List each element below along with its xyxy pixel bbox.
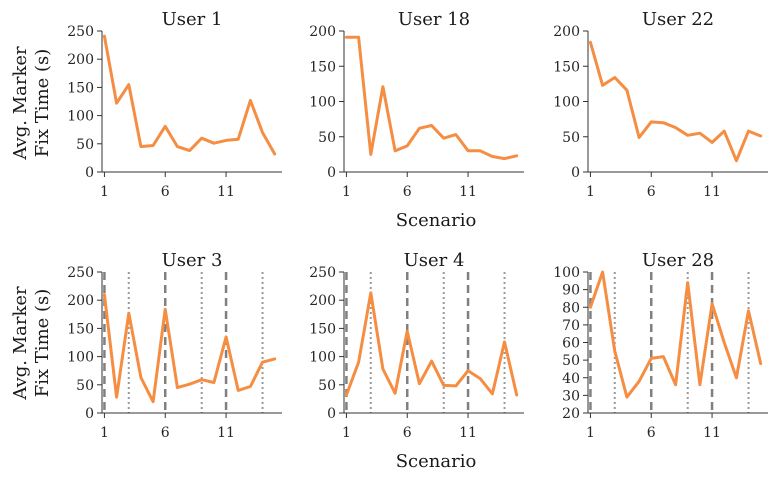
- subplot-title: User 28: [642, 250, 714, 271]
- y-tick-label: 0: [85, 165, 94, 181]
- subplot-title: User 18: [398, 9, 470, 30]
- subplot-3: 0 50 100 150 200 1 6 11 User 22: [553, 9, 768, 200]
- y-tick-label: 150: [309, 321, 336, 337]
- y-tick-label: 250: [67, 265, 94, 281]
- x-tick-label: 11: [703, 184, 721, 200]
- y-tick-label: 150: [309, 59, 336, 75]
- y-tick-label: 0: [571, 165, 580, 181]
- x-tick-label: 11: [217, 184, 235, 200]
- x-tick-label: 6: [161, 184, 170, 200]
- y-tick-label: 50: [76, 378, 94, 394]
- x-tick-label: 11: [217, 425, 235, 441]
- y-tick-label: 150: [553, 59, 580, 75]
- y-tick-label: 70: [562, 318, 580, 334]
- y-tick-label: 50: [562, 130, 580, 146]
- x-tick-label: 1: [586, 425, 595, 441]
- subplot-title: User 4: [404, 250, 465, 271]
- y-tick-label: 0: [85, 406, 94, 422]
- series-line: [102, 34, 277, 156]
- y-tick-label: 200: [309, 293, 336, 309]
- y-tick-label: 150: [67, 321, 94, 337]
- series-line: [588, 40, 763, 163]
- xlabel-top-row: Scenario: [396, 210, 477, 231]
- x-tick-label: 1: [586, 184, 595, 200]
- ylabel-top-line2: Fix Time (s): [32, 49, 53, 158]
- y-tick-label: 50: [318, 378, 336, 394]
- y-tick-label: 0: [327, 165, 336, 181]
- y-tick-label: 40: [562, 371, 580, 387]
- x-tick-label: 11: [459, 425, 477, 441]
- x-tick-label: 6: [647, 425, 656, 441]
- x-tick-label: 11: [459, 184, 477, 200]
- y-tick-label: 90: [562, 283, 580, 299]
- ylabel-top-line1: Avg. Marker: [10, 46, 31, 161]
- y-tick-label: 50: [76, 137, 94, 153]
- y-tick-label: 200: [67, 293, 94, 309]
- y-tick-label: 150: [67, 80, 94, 96]
- series-line: [344, 35, 519, 161]
- series-line: [344, 291, 519, 397]
- y-tick-label: 200: [67, 52, 94, 68]
- subplot-5: 0 50 100 150 200 250 1 6 11 User 4: [309, 250, 524, 441]
- y-tick-label: 30: [562, 388, 580, 404]
- ylabel-bottom-line1: Avg. Marker: [10, 286, 31, 401]
- y-tick-label: 100: [67, 350, 94, 366]
- x-tick-label: 1: [342, 425, 351, 441]
- x-tick-label: 6: [403, 184, 412, 200]
- y-tick-label: 80: [562, 300, 580, 316]
- y-tick-label: 100: [67, 109, 94, 125]
- subplot-title: User 1: [162, 9, 223, 30]
- y-tick-label: 100: [553, 265, 580, 281]
- x-tick-label: 1: [100, 184, 109, 200]
- subplot-title: User 22: [642, 9, 714, 30]
- y-tick-label: 20: [562, 406, 580, 422]
- y-tick-label: 200: [553, 24, 580, 40]
- subplot-2: 0 50 100 150 200 1 6 11 User 18: [309, 9, 524, 200]
- x-tick-label: 6: [647, 184, 656, 200]
- x-tick-label: 6: [161, 425, 170, 441]
- y-tick-label: 60: [562, 336, 580, 352]
- subplot-1: 0 50 100 150 200 250 1 6 11 User 1: [67, 9, 282, 200]
- x-tick-label: 11: [703, 425, 721, 441]
- y-tick-label: 200: [309, 24, 336, 40]
- y-tick-label: 50: [318, 130, 336, 146]
- y-tick-label: 100: [309, 95, 336, 111]
- x-tick-label: 1: [342, 184, 351, 200]
- series-line: [588, 270, 763, 399]
- x-tick-label: 1: [100, 425, 109, 441]
- y-tick-label: 50: [562, 353, 580, 369]
- x-tick-label: 6: [403, 425, 412, 441]
- y-tick-label: 100: [553, 95, 580, 111]
- y-tick-label: 250: [67, 24, 94, 40]
- ylabel-bottom-line2: Fix Time (s): [32, 289, 53, 398]
- subplot-4: 0 50 100 150 200 250 1 6 11 User 3: [67, 250, 282, 441]
- series-line: [102, 293, 277, 404]
- xlabel-bottom-row: Scenario: [396, 451, 477, 472]
- y-tick-label: 250: [309, 265, 336, 281]
- subplot-title: User 3: [162, 250, 223, 271]
- y-tick-label: 0: [327, 406, 336, 422]
- y-tick-label: 100: [309, 350, 336, 366]
